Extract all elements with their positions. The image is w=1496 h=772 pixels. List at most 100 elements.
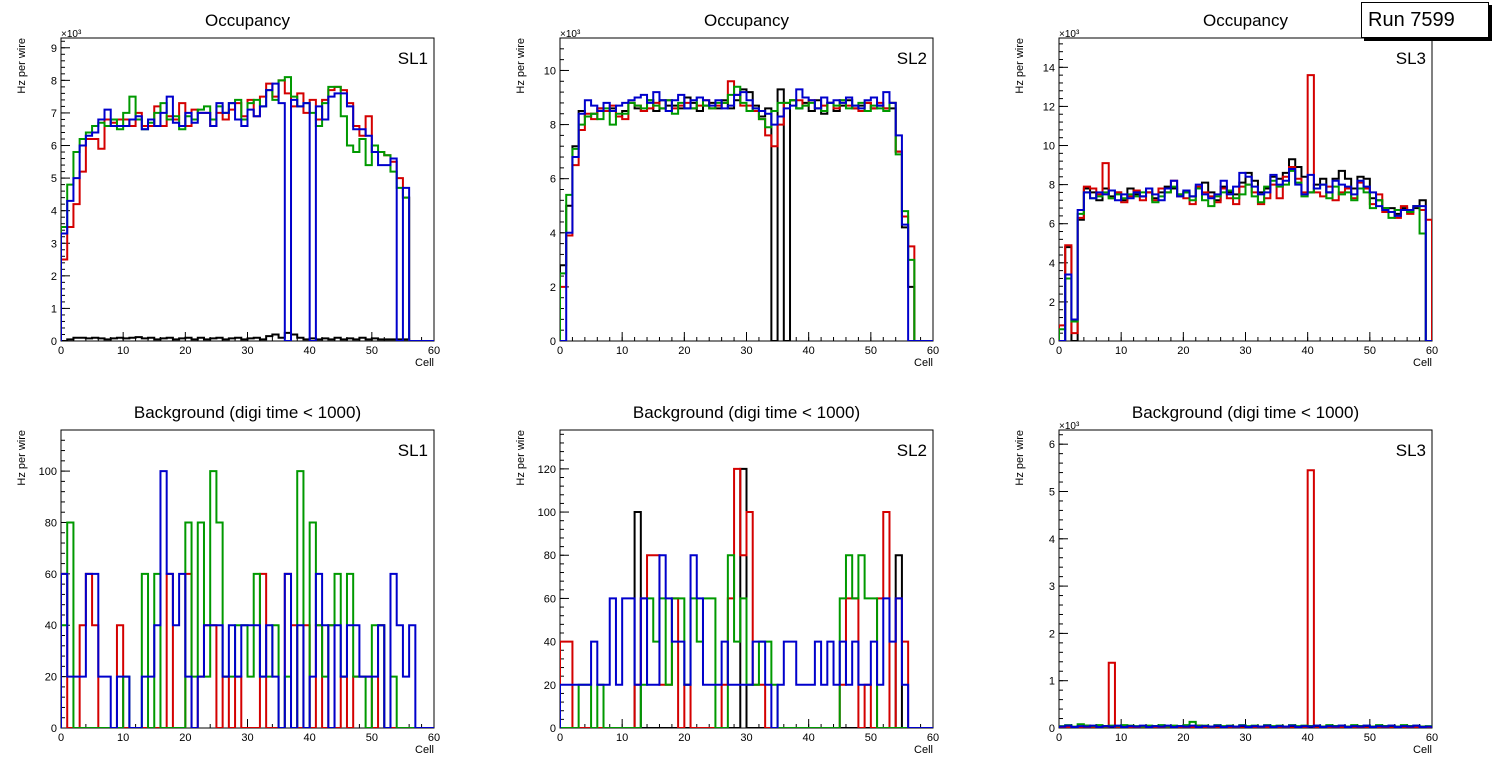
y-tick-label: 6	[1049, 219, 1055, 231]
series-layer3	[560, 85, 933, 341]
x-tick-label: 30	[241, 732, 253, 744]
x-tick-label: 0	[58, 732, 64, 744]
x-tick-label: 40	[803, 732, 815, 744]
x-tick-label: 0	[557, 345, 563, 357]
y-tick-label: 120	[538, 464, 556, 476]
x-tick-label: 0	[1056, 732, 1062, 744]
superlayer-label: SL2	[897, 49, 927, 68]
x-tick-label: 30	[740, 345, 752, 357]
chart-panel-5: Background (digi time < 1000) 0 20 40 60 80 10…	[515, 403, 939, 756]
x-tick-label: 30	[1239, 732, 1251, 744]
series-layer1	[560, 467, 933, 728]
chart-title: Background (digi time < 1000)	[134, 403, 361, 422]
y-tick-label: 1	[1049, 676, 1055, 688]
x-tick-label: 60	[927, 345, 939, 357]
x-tick-label: 40	[1302, 732, 1314, 744]
y-tick-label: 20	[544, 680, 556, 692]
y-axis-title: Hz per wire	[16, 38, 28, 94]
y-tick-label: 100	[538, 507, 556, 519]
x-tick-label: 10	[1115, 345, 1127, 357]
y-tick-label: 80	[45, 517, 57, 529]
y-tick-label: 8	[1049, 180, 1055, 192]
x-tick-label: 60	[428, 732, 440, 744]
x-tick-label: 50	[1364, 345, 1376, 357]
series-group	[61, 76, 434, 341]
plot-frame	[60, 37, 435, 342]
x-tick-label: 40	[803, 345, 815, 357]
y-tick-label: 12	[1043, 101, 1055, 113]
series-group	[1059, 469, 1432, 728]
x-axis-title: Cell	[1413, 744, 1432, 756]
y-tick-label: 6	[1049, 439, 1055, 451]
axis-multiplier: ×10³	[560, 29, 581, 40]
y-tick-label: 9	[51, 43, 57, 55]
superlayer-label: SL1	[398, 441, 428, 460]
series-group	[560, 467, 933, 728]
superlayer-label: SL1	[398, 49, 428, 68]
chart-title: Occupancy	[205, 11, 291, 30]
y-tick-label: 0	[550, 336, 556, 348]
x-tick-label: 30	[740, 732, 752, 744]
x-tick-label: 60	[927, 732, 939, 744]
y-axis-title: Hz per wire	[1014, 430, 1026, 486]
chart-title: Occupancy	[1203, 11, 1289, 30]
series-layer3	[61, 76, 434, 341]
x-axis-title: Cell	[914, 357, 933, 369]
x-tick-label: 10	[616, 732, 628, 744]
x-tick-label: 20	[678, 732, 690, 744]
x-tick-label: 20	[678, 345, 690, 357]
x-tick-label: 0	[557, 732, 563, 744]
series-layer4	[1059, 167, 1432, 341]
series-layer3	[560, 554, 933, 728]
y-tick-label: 0	[1049, 336, 1055, 348]
run-label-box: Run 7599	[1361, 2, 1489, 38]
x-tick-label: 50	[366, 345, 378, 357]
series-layer3	[1059, 169, 1432, 341]
plot-frame	[559, 37, 934, 342]
y-tick-label: 2	[550, 282, 556, 294]
y-axis-title: Hz per wire	[515, 430, 527, 486]
axis-multiplier: ×10³	[1059, 421, 1080, 432]
superlayer-label: SL3	[1396, 441, 1426, 460]
y-tick-label: 40	[45, 620, 57, 632]
superlayer-label: SL3	[1396, 49, 1426, 68]
y-tick-label: 4	[51, 206, 57, 218]
x-tick-label: 40	[304, 345, 316, 357]
series-layer4	[1059, 724, 1432, 728]
x-tick-label: 50	[1364, 732, 1376, 744]
x-tick-label: 20	[1177, 732, 1189, 744]
y-tick-label: 6	[51, 141, 57, 153]
x-tick-label: 10	[1115, 732, 1127, 744]
chart-title: Occupancy	[704, 11, 790, 30]
y-tick-label: 5	[1049, 486, 1055, 498]
x-tick-label: 30	[241, 345, 253, 357]
series-layer4	[61, 82, 434, 341]
y-tick-label: 40	[544, 637, 556, 649]
series-layer1	[560, 88, 933, 341]
x-tick-label: 20	[1177, 345, 1189, 357]
y-tick-label: 5	[51, 173, 57, 185]
chart-panel-4: Background (digi time < 1000) 0 20 40 60 80 10…	[16, 403, 440, 756]
chart-title: Background (digi time < 1000)	[1132, 403, 1359, 422]
x-axis-title: Cell	[914, 744, 933, 756]
y-tick-label: 20	[45, 672, 57, 684]
x-tick-label: 10	[616, 345, 628, 357]
series-group	[61, 470, 434, 728]
x-tick-label: 50	[865, 732, 877, 744]
x-tick-label: 0	[58, 345, 64, 357]
x-tick-label: 10	[117, 345, 129, 357]
y-tick-label: 2	[1049, 297, 1055, 309]
y-tick-label: 6	[550, 174, 556, 186]
y-tick-label: 0	[550, 723, 556, 735]
series-group	[1059, 74, 1432, 341]
x-tick-label: 50	[366, 732, 378, 744]
series-layer4	[560, 554, 933, 728]
x-tick-label: 60	[1426, 732, 1438, 744]
axis-multiplier: ×10³	[1059, 29, 1080, 40]
x-tick-label: 30	[1239, 345, 1251, 357]
series-layer4	[560, 88, 933, 341]
series-layer2	[1059, 469, 1432, 728]
y-tick-label: 60	[45, 569, 57, 581]
